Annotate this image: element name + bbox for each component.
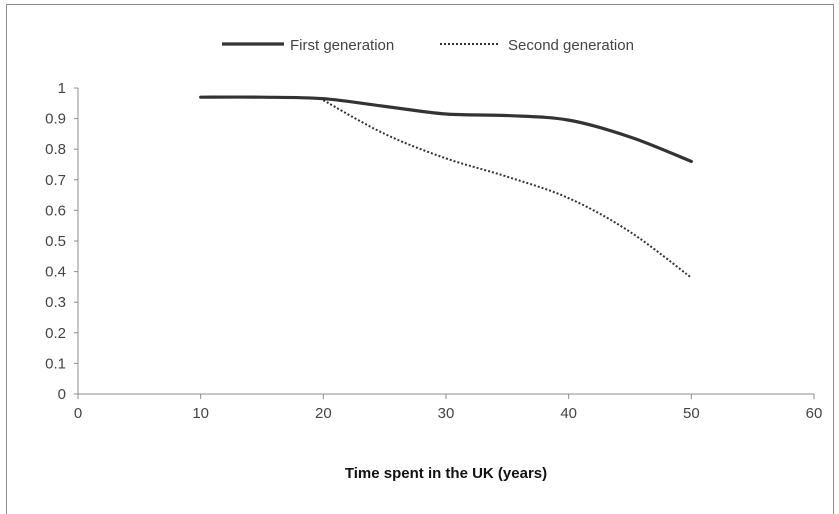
axes: 00.10.20.30.40.50.60.70.80.910 10 20 30 40 50… <box>45 80 822 422</box>
x-tick-label: 30 <box>438 405 455 422</box>
legend-label: Second generation <box>508 37 634 54</box>
y-tick-label: 1 <box>58 80 66 97</box>
x-axis-label: Time spent in the UK (years) <box>345 465 547 482</box>
y-tick-label: 0.8 <box>45 141 66 158</box>
x-tick-label: 40 <box>560 405 577 422</box>
x-tick-label: 50 <box>683 405 700 422</box>
x-tick-label: 10 <box>192 405 209 422</box>
y-tick-label: 0.4 <box>45 264 66 281</box>
series-line-second-generation <box>322 99 692 279</box>
y-tick-label: 0.3 <box>45 294 66 311</box>
series-layer <box>199 95 693 279</box>
y-tick-label: 0.5 <box>45 233 66 250</box>
series-line-first-generation <box>199 95 693 164</box>
y-tick-label: 0.2 <box>45 325 66 342</box>
legend-label: First generation <box>290 37 394 54</box>
y-tick-label: 0 <box>58 386 66 403</box>
y-tick-label: 0.7 <box>45 172 66 189</box>
x-tick-label: 20 <box>315 405 332 422</box>
x-tick-label: 0 <box>74 405 82 422</box>
x-tick-label: 60 <box>806 405 823 422</box>
legend: First generation Second generation <box>222 37 634 54</box>
y-tick-label: 0.9 <box>45 111 66 128</box>
y-tick-label: 0.6 <box>45 202 66 219</box>
chart-frame <box>6 4 834 514</box>
y-tick-label: 0.1 <box>45 355 66 372</box>
